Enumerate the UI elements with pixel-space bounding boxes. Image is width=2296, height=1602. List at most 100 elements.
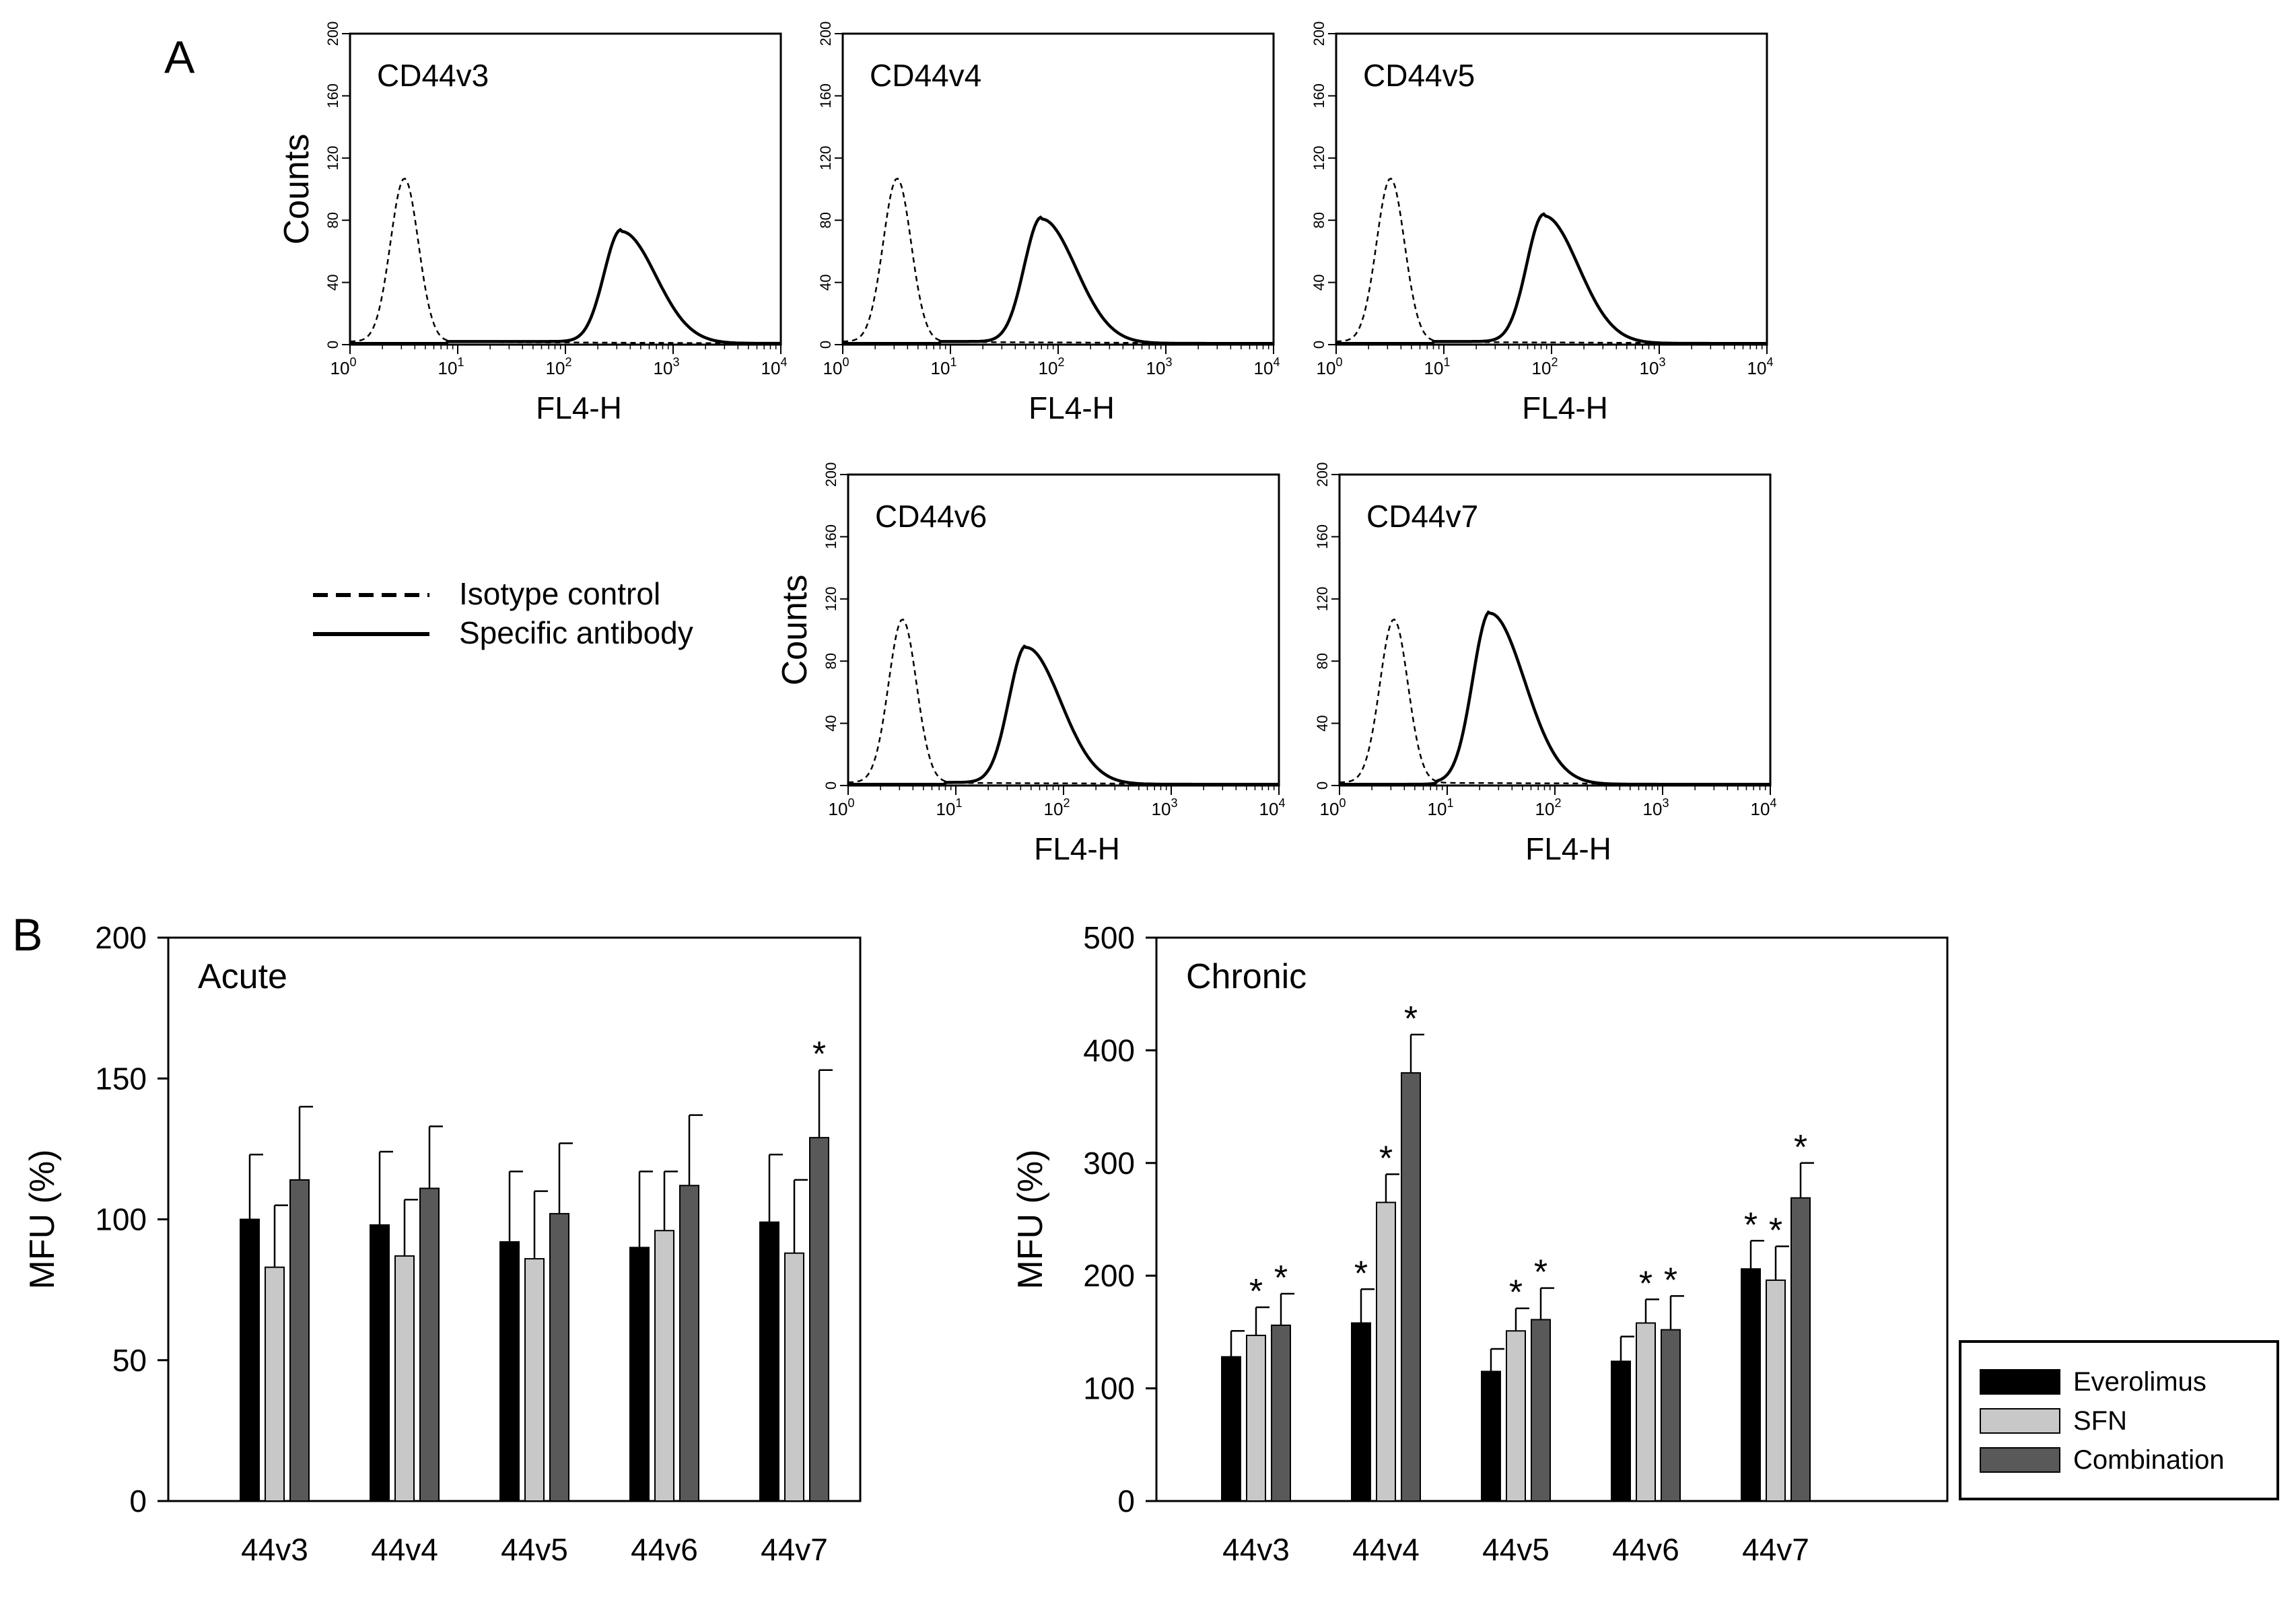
x-axis-label: FL4-H	[1522, 390, 1608, 425]
y-tick-label: 40	[823, 715, 839, 731]
y-tick-label: 120	[817, 145, 834, 170]
x-tick-label: 102	[546, 355, 572, 378]
y-tick-label: 120	[324, 145, 341, 170]
bar	[1790, 1197, 1811, 1502]
category-label: 44v6	[1612, 1532, 1679, 1567]
bar	[1531, 1319, 1551, 1502]
y-tick-label: 200	[1311, 22, 1327, 46]
specific-antibody-curve	[350, 228, 781, 345]
x-tick-label: 100	[1320, 796, 1346, 819]
x-tick-label: 100	[823, 355, 849, 378]
legend-everolimus-label: Everolimus	[2073, 1367, 2206, 1397]
histogram-cd44v4: CD44v4 0 40 80 120 160 200 100 101 102 103 104 FL4-H	[817, 22, 1280, 425]
y-tick-label: 160	[324, 83, 341, 108]
category-label: 44v3	[241, 1532, 308, 1567]
y-tick-label: 40	[1314, 715, 1331, 731]
bar	[1351, 1322, 1371, 1502]
bar	[419, 1187, 440, 1502]
legend-everolimus-swatch	[1980, 1369, 2060, 1395]
x-tick-label: 104	[761, 355, 788, 378]
y-tick-label: 0	[1314, 781, 1331, 790]
x-tick-label: 100	[1317, 355, 1343, 378]
y-tick-label: 200	[823, 462, 839, 487]
category-label: 44v6	[631, 1532, 698, 1567]
significance-marker: *	[1534, 1253, 1547, 1292]
y-axis-label: Counts	[277, 134, 316, 245]
legend-isotype-label: Isotype control	[459, 576, 660, 611]
x-tick-label: 103	[1146, 355, 1173, 378]
bar	[499, 1241, 520, 1502]
x-tick-label: 100	[829, 796, 855, 819]
histogram-cd44v7: CD44v7 0 40 80 120 160 200 100 101 102 103 104 FL4-H	[1314, 462, 1776, 866]
significance-marker: *	[1664, 1261, 1677, 1300]
bar	[240, 1218, 260, 1502]
bar	[1741, 1268, 1761, 1502]
bar	[1246, 1334, 1266, 1502]
legend-specific-label: Specific antibody	[459, 615, 693, 650]
chart-title: Acute	[198, 957, 287, 996]
legend-bars: Everolimus SFN Combination	[1959, 1340, 2279, 1500]
y-tick-label: 0	[817, 341, 834, 349]
x-tick-label: 101	[936, 796, 963, 819]
x-tick-label: 103	[1640, 355, 1666, 378]
y-tick-label: 0	[823, 781, 839, 790]
y-tick-label: 160	[1311, 83, 1327, 108]
y-tick-label: 300	[1083, 1146, 1135, 1181]
bar-chart-chronic: Chronic 0 100 200 300 400 500 MFU (%) 44v3 * * 44v4…	[1011, 920, 1949, 1567]
histogram-title: CD44v3	[377, 58, 489, 93]
x-tick-label: 100	[331, 355, 357, 378]
histogram-cd44v5: CD44v5 0 40 80 120 160 200 100 101 102 103 104 FL4-H	[1311, 22, 1773, 425]
y-tick-label: 160	[1314, 524, 1331, 549]
y-tick-label: 500	[1083, 920, 1135, 955]
significance-marker: *	[1274, 1259, 1288, 1298]
y-tick-label: 50	[112, 1343, 147, 1378]
x-tick-label: 103	[1643, 796, 1669, 819]
category-label: 44v4	[1352, 1532, 1420, 1567]
legend-sfn-label: SFN	[2073, 1406, 2127, 1436]
bar	[1481, 1370, 1501, 1502]
bar	[784, 1252, 804, 1502]
category-label: 44v7	[1742, 1532, 1809, 1567]
x-axis-label: FL4-H	[536, 390, 622, 425]
significance-marker: *	[1794, 1128, 1807, 1167]
y-tick-label: 120	[1311, 145, 1327, 170]
x-tick-label: 102	[1044, 796, 1070, 819]
y-tick-label: 80	[1311, 212, 1327, 228]
histogram-title: CD44v4	[870, 58, 981, 93]
isotype-curve	[349, 177, 781, 345]
category-label: 44v4	[371, 1532, 438, 1567]
y-tick-label: 160	[817, 83, 834, 108]
bar	[759, 1221, 779, 1502]
category-label: 44v7	[761, 1532, 828, 1567]
panel-label-b: B	[12, 909, 42, 961]
y-tick-label: 80	[823, 653, 839, 669]
significance-marker: *	[1354, 1254, 1368, 1293]
y-tick-label: 80	[1314, 653, 1331, 669]
legend-combination-swatch	[1980, 1447, 2060, 1473]
bar	[679, 1185, 699, 1502]
y-tick-label: 40	[1311, 274, 1327, 290]
histogram-title: CD44v7	[1366, 499, 1478, 534]
bar	[1376, 1202, 1396, 1502]
significance-marker: *	[1639, 1264, 1653, 1303]
bar	[265, 1266, 285, 1502]
bar	[1221, 1356, 1241, 1502]
bar	[370, 1224, 390, 1502]
y-tick-label: 0	[1117, 1484, 1135, 1519]
x-axis-label: FL4-H	[1029, 390, 1115, 425]
bar	[629, 1247, 650, 1502]
bar	[1271, 1324, 1291, 1502]
x-tick-label: 104	[1259, 796, 1286, 819]
significance-marker: *	[1404, 1000, 1418, 1039]
y-tick-label: 40	[817, 274, 834, 290]
bar	[524, 1258, 545, 1502]
x-axis-label: FL4-H	[1525, 831, 1611, 866]
x-tick-label: 104	[1751, 796, 1777, 819]
bar-chart-acute: Acute 0 50 100 150 200 MFU (%) 44v3 44v4 44v5 44v6…	[23, 920, 862, 1567]
bar	[1661, 1329, 1681, 1502]
y-tick-label: 150	[95, 1061, 147, 1096]
y-tick-label: 100	[95, 1202, 147, 1237]
x-tick-label: 101	[1428, 796, 1454, 819]
significance-marker: *	[812, 1035, 826, 1074]
